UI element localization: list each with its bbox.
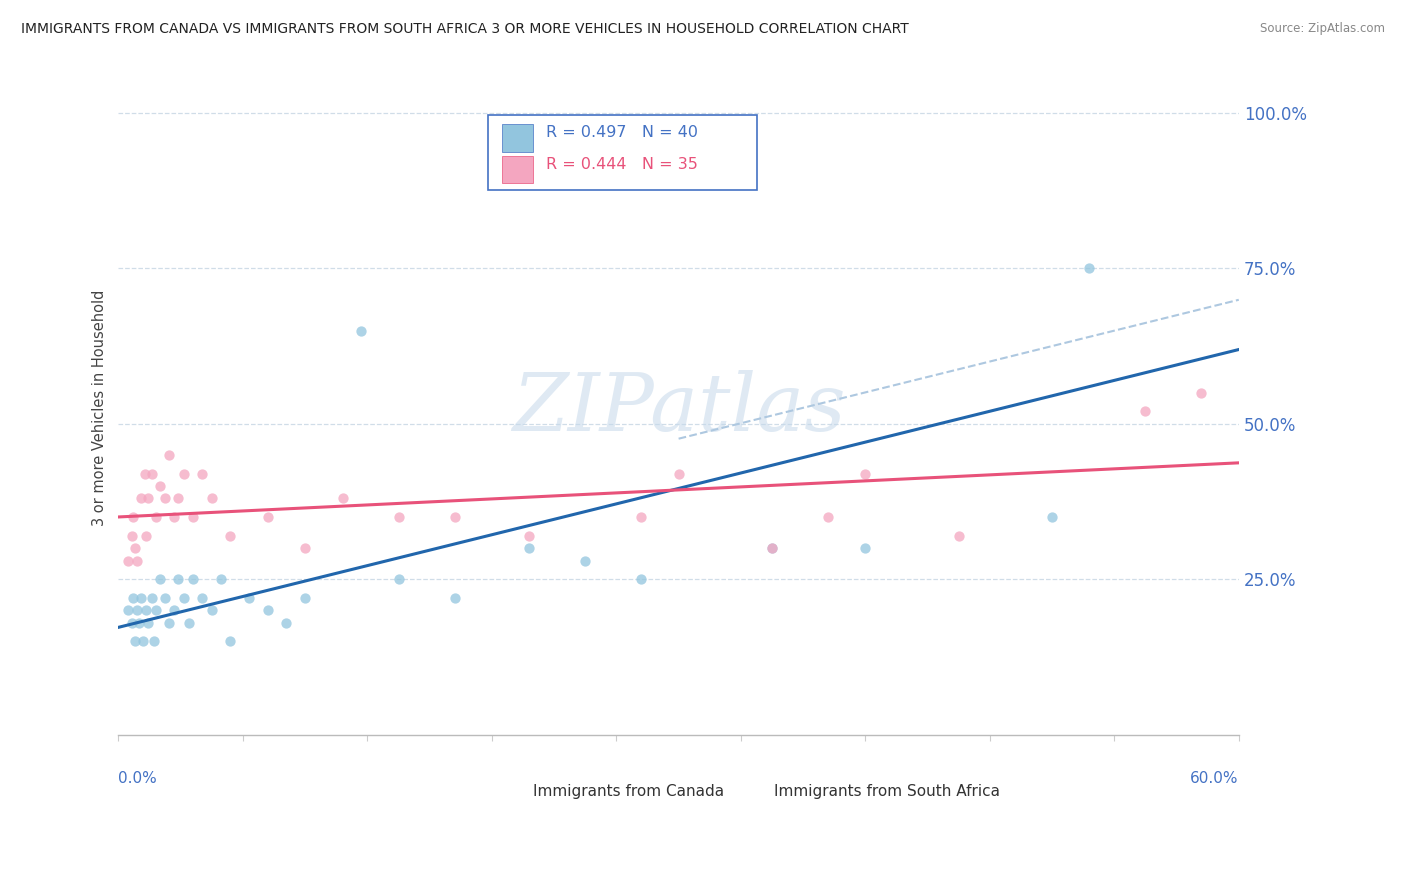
Point: [135, 603, 157, 617]
Point: [191, 591, 214, 605]
Text: 60.0%: 60.0%: [1191, 771, 1239, 786]
Point: [153, 591, 176, 605]
FancyBboxPatch shape: [488, 114, 756, 190]
Point: [127, 603, 149, 617]
Point: [1135, 404, 1157, 418]
Bar: [502, 124, 533, 152]
Point: [121, 529, 143, 543]
Point: [276, 615, 298, 630]
Y-axis label: 3 or more Vehicles in Household: 3 or more Vehicles in Household: [93, 290, 107, 526]
Text: R = 0.497   N = 40: R = 0.497 N = 40: [547, 125, 699, 140]
Point: [238, 591, 260, 605]
Point: [1078, 261, 1101, 276]
Point: [134, 467, 156, 481]
Point: [219, 529, 242, 543]
Point: [128, 615, 150, 630]
Point: [668, 467, 690, 481]
Point: [181, 572, 204, 586]
Point: [817, 510, 839, 524]
Point: [148, 479, 170, 493]
Point: [167, 491, 190, 506]
Point: [141, 591, 163, 605]
Point: [443, 510, 465, 524]
Point: [142, 634, 165, 648]
Text: Immigrants from South Africa: Immigrants from South Africa: [773, 784, 1000, 798]
Point: [153, 491, 176, 506]
Point: [148, 572, 170, 586]
Bar: [505, 768, 524, 789]
Point: [129, 591, 152, 605]
Point: [157, 448, 180, 462]
Point: [761, 541, 783, 556]
Bar: [502, 156, 533, 183]
Point: [209, 572, 232, 586]
Point: [129, 491, 152, 506]
Point: [853, 541, 876, 556]
Point: [948, 529, 970, 543]
Point: [630, 572, 652, 586]
Point: [387, 572, 409, 586]
Point: [761, 541, 783, 556]
Text: Immigrants from Canada: Immigrants from Canada: [533, 784, 724, 798]
Point: [191, 467, 214, 481]
Bar: [744, 768, 763, 789]
Point: [630, 510, 652, 524]
Point: [173, 467, 195, 481]
Point: [124, 634, 146, 648]
Point: [127, 553, 149, 567]
Point: [173, 591, 195, 605]
Point: [219, 634, 242, 648]
Point: [179, 615, 201, 630]
Point: [574, 553, 596, 567]
Point: [122, 510, 145, 524]
Point: [136, 491, 159, 506]
Point: [157, 615, 180, 630]
Point: [1191, 385, 1213, 400]
Point: [163, 510, 186, 524]
Point: [332, 491, 354, 506]
Point: [256, 603, 278, 617]
Text: IMMIGRANTS FROM CANADA VS IMMIGRANTS FROM SOUTH AFRICA 3 OR MORE VEHICLES IN HOU: IMMIGRANTS FROM CANADA VS IMMIGRANTS FRO…: [21, 22, 908, 37]
Text: Source: ZipAtlas.com: Source: ZipAtlas.com: [1260, 22, 1385, 36]
Text: 0.0%: 0.0%: [118, 771, 157, 786]
Point: [350, 324, 373, 338]
Point: [132, 634, 155, 648]
Point: [256, 510, 278, 524]
Point: [201, 491, 224, 506]
Point: [145, 510, 167, 524]
Point: [122, 591, 145, 605]
Point: [517, 529, 540, 543]
Point: [117, 553, 139, 567]
Point: [135, 529, 157, 543]
Point: [117, 603, 139, 617]
Point: [141, 467, 163, 481]
Point: [181, 510, 204, 524]
Point: [517, 541, 540, 556]
Point: [145, 603, 167, 617]
Point: [201, 603, 224, 617]
Point: [853, 467, 876, 481]
Text: R = 0.444   N = 35: R = 0.444 N = 35: [547, 157, 699, 172]
Point: [443, 591, 465, 605]
Point: [387, 510, 409, 524]
Point: [294, 591, 316, 605]
Point: [136, 615, 159, 630]
Point: [121, 615, 143, 630]
Point: [294, 541, 316, 556]
Point: [163, 603, 186, 617]
Point: [124, 541, 146, 556]
Text: ZIPatlas: ZIPatlas: [512, 369, 845, 447]
Point: [1040, 510, 1063, 524]
Point: [167, 572, 190, 586]
